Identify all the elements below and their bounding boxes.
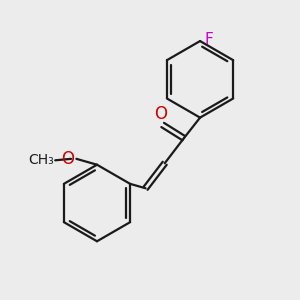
- Text: O: O: [154, 106, 167, 124]
- Text: O: O: [61, 150, 74, 168]
- Text: F: F: [205, 32, 213, 47]
- Text: CH₃: CH₃: [28, 153, 54, 167]
